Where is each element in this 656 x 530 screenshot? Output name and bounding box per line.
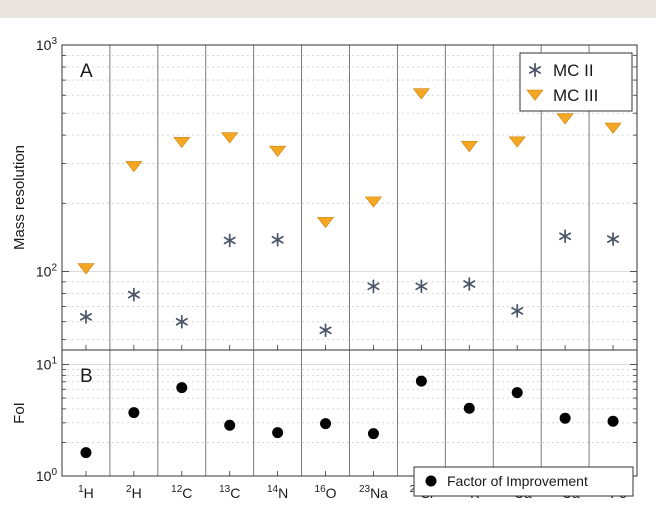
foi-point xyxy=(607,415,619,427)
panel-b-letter: B xyxy=(80,366,93,387)
foi-point xyxy=(176,382,188,394)
mc-ii-point xyxy=(367,279,380,294)
panel-a-ytick-label: 102 xyxy=(36,262,58,279)
foi-point xyxy=(320,418,332,430)
foi-point xyxy=(511,387,523,399)
panel-a-ylabel: Mass resolution xyxy=(11,145,28,250)
mc-iii-point xyxy=(412,88,430,100)
legend-mc-iii-marker xyxy=(526,89,544,101)
mc-ii-point xyxy=(606,232,620,246)
legend-foi-label: Factor of Improvement xyxy=(447,473,588,489)
x-category-label: 1H xyxy=(78,484,94,501)
mc-ii-point xyxy=(511,304,524,318)
foi-point xyxy=(463,402,475,414)
mc-iii-point xyxy=(125,161,143,173)
mc-iii-point xyxy=(221,132,239,144)
foi-point xyxy=(415,375,427,387)
x-category-label: 13C xyxy=(219,484,240,501)
panel-b-ytick-label: 101 xyxy=(36,356,58,373)
legend-b-box xyxy=(413,466,634,497)
mc-iii-point xyxy=(604,122,622,134)
mc-iii-point xyxy=(173,137,191,149)
mc-iii-point xyxy=(556,113,574,125)
foi-point xyxy=(272,427,284,439)
mc-iii-point xyxy=(269,145,287,157)
mc-ii-point xyxy=(223,233,236,248)
panel-b-ylabel: FoI xyxy=(11,402,28,424)
foi-point xyxy=(128,407,140,419)
legend-mc-iii-label: MC III xyxy=(553,86,598,105)
mc-iii-point xyxy=(77,263,95,275)
mc-iii-point xyxy=(508,136,526,148)
legend-foi-marker xyxy=(425,475,437,487)
mc-ii-point xyxy=(319,323,332,338)
mc-iii-point xyxy=(364,196,383,208)
mc-ii-point xyxy=(415,279,428,294)
x-category-label: 14N xyxy=(267,484,288,501)
foi-point xyxy=(559,412,571,424)
mc-ii-point xyxy=(127,287,140,302)
x-category-label: 2H xyxy=(126,484,142,501)
panel-a-letter: A xyxy=(80,61,93,82)
mc-iii-point xyxy=(316,216,335,229)
mc-ii-point xyxy=(79,310,93,324)
legend-a-box xyxy=(519,52,633,112)
foi-point xyxy=(367,428,379,440)
x-category-label: 12C xyxy=(171,484,192,501)
mc-ii-point xyxy=(271,232,284,247)
legend-mc-ii-label: MC II xyxy=(553,61,594,80)
x-category-label: 23Na xyxy=(359,484,388,501)
mc-iii-point xyxy=(460,141,478,153)
mc-ii-point xyxy=(463,277,476,291)
mc-ii-point xyxy=(559,229,572,244)
foi-point xyxy=(224,419,236,431)
panel-b-frame xyxy=(61,349,638,477)
panel-a-ytick-label: 103 xyxy=(36,36,58,53)
mc-ii-point xyxy=(175,314,188,329)
x-category-label: 16O xyxy=(315,484,337,501)
foi-point xyxy=(80,447,92,459)
top-strip xyxy=(0,0,656,18)
panel-b-ytick-label: 100 xyxy=(36,467,58,484)
